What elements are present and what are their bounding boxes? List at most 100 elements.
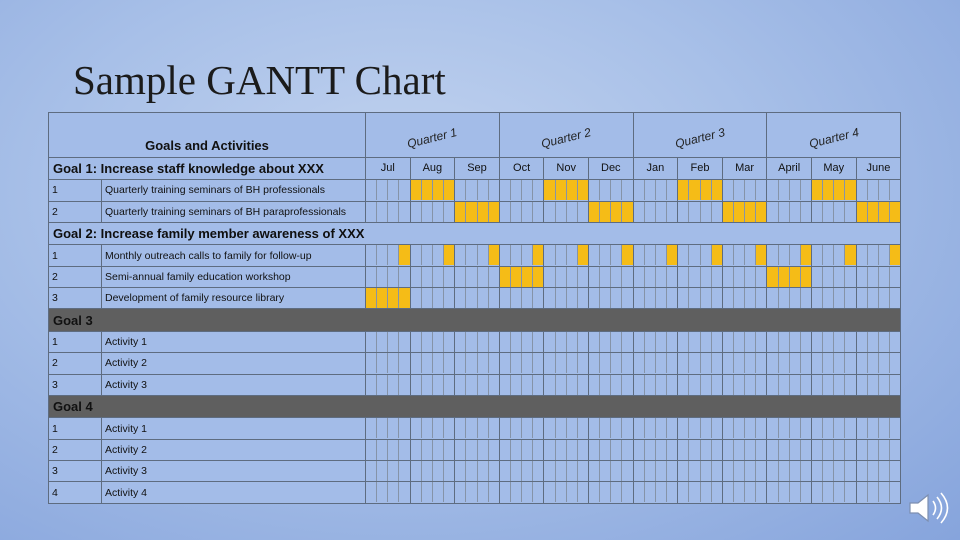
week-slots bbox=[366, 461, 409, 481]
activity-timeline-cell bbox=[766, 352, 812, 375]
empty-week bbox=[679, 332, 689, 351]
empty-week bbox=[688, 353, 699, 374]
empty-week bbox=[487, 418, 499, 439]
empty-week bbox=[554, 482, 566, 503]
activity-timeline-cell bbox=[721, 352, 768, 375]
activity-timeline-cell bbox=[454, 179, 500, 202]
week-slots bbox=[456, 482, 499, 503]
empty-week bbox=[456, 246, 466, 265]
empty-week bbox=[431, 375, 443, 395]
empty-week bbox=[476, 245, 488, 266]
activity-timeline-cell bbox=[409, 460, 456, 483]
empty-week bbox=[599, 288, 610, 308]
activity-timeline-cell bbox=[543, 179, 589, 202]
empty-week bbox=[554, 245, 566, 266]
activity-label: Semi-annual family education workshop bbox=[101, 265, 366, 289]
activity-timeline-cell bbox=[855, 179, 902, 202]
activity-timeline-cell bbox=[855, 438, 902, 462]
week-slots bbox=[723, 332, 766, 352]
week-slots bbox=[500, 288, 543, 308]
quarter-label: Quarter 1 bbox=[406, 125, 459, 152]
activity-number: 1 bbox=[48, 179, 102, 202]
empty-week bbox=[643, 353, 655, 374]
empty-week bbox=[589, 246, 599, 265]
empty-week bbox=[554, 461, 566, 481]
empty-week bbox=[610, 461, 621, 481]
gantt-bar bbox=[455, 202, 466, 222]
empty-week bbox=[833, 202, 844, 222]
gantt-bar bbox=[443, 245, 454, 266]
empty-week bbox=[699, 461, 711, 481]
empty-week bbox=[545, 483, 555, 503]
empty-week bbox=[476, 267, 488, 287]
gantt-bar bbox=[532, 245, 543, 266]
empty-week bbox=[443, 353, 454, 374]
empty-week bbox=[723, 462, 733, 481]
empty-week bbox=[844, 267, 855, 287]
activity-timeline-cell bbox=[498, 438, 545, 462]
week-slots bbox=[634, 180, 677, 201]
gantt-bar bbox=[866, 202, 878, 222]
empty-week bbox=[822, 267, 833, 287]
empty-week bbox=[732, 461, 744, 481]
gantt-bar bbox=[822, 180, 834, 201]
empty-week bbox=[376, 332, 387, 352]
empty-week bbox=[376, 353, 387, 374]
empty-week bbox=[521, 440, 532, 460]
week-slots bbox=[545, 332, 588, 352]
quarter-header-4: Quarter 4 bbox=[766, 112, 902, 158]
empty-week bbox=[456, 375, 466, 394]
empty-week bbox=[666, 202, 677, 222]
empty-week bbox=[799, 418, 811, 439]
empty-week bbox=[777, 332, 789, 352]
activity-timeline-cell bbox=[454, 352, 500, 375]
empty-week bbox=[877, 418, 889, 439]
month-header-dec: Dec bbox=[587, 156, 634, 181]
empty-week bbox=[610, 288, 621, 308]
empty-week bbox=[777, 202, 789, 222]
empty-week bbox=[532, 461, 543, 481]
empty-week bbox=[710, 353, 722, 374]
empty-week bbox=[589, 419, 599, 438]
month-header-june: June bbox=[855, 156, 902, 181]
empty-week bbox=[634, 419, 644, 438]
empty-week bbox=[621, 482, 632, 503]
gantt-bar bbox=[387, 288, 399, 308]
speaker-icon[interactable] bbox=[906, 488, 950, 528]
empty-week bbox=[679, 440, 689, 459]
week-slots bbox=[634, 202, 677, 222]
empty-week bbox=[366, 440, 376, 459]
empty-week bbox=[610, 180, 621, 201]
week-slots bbox=[857, 440, 900, 460]
empty-week bbox=[500, 246, 510, 265]
empty-week bbox=[710, 482, 722, 503]
activity-number: 4 bbox=[48, 481, 102, 504]
empty-week bbox=[688, 288, 699, 308]
empty-week bbox=[788, 288, 800, 308]
empty-week bbox=[799, 202, 811, 222]
empty-week bbox=[699, 332, 711, 352]
empty-week bbox=[857, 462, 867, 481]
empty-week bbox=[768, 202, 778, 221]
empty-week bbox=[431, 332, 443, 352]
empty-week bbox=[744, 245, 755, 266]
gantt-bar bbox=[544, 180, 555, 201]
empty-week bbox=[509, 418, 521, 439]
activity-timeline-cell bbox=[766, 460, 812, 483]
empty-week bbox=[654, 461, 666, 481]
empty-week bbox=[877, 461, 889, 481]
gantt-bar bbox=[857, 202, 867, 222]
empty-week bbox=[465, 332, 476, 352]
empty-week bbox=[866, 482, 878, 503]
empty-week bbox=[666, 461, 677, 481]
activity-timeline-cell bbox=[454, 265, 500, 289]
empty-week bbox=[799, 288, 811, 308]
empty-week bbox=[387, 375, 398, 395]
empty-week bbox=[768, 375, 778, 394]
empty-week bbox=[521, 245, 532, 266]
empty-week bbox=[844, 375, 855, 395]
week-slots bbox=[589, 353, 632, 374]
empty-week bbox=[554, 288, 566, 308]
week-slots bbox=[456, 288, 499, 308]
empty-week bbox=[621, 461, 632, 481]
